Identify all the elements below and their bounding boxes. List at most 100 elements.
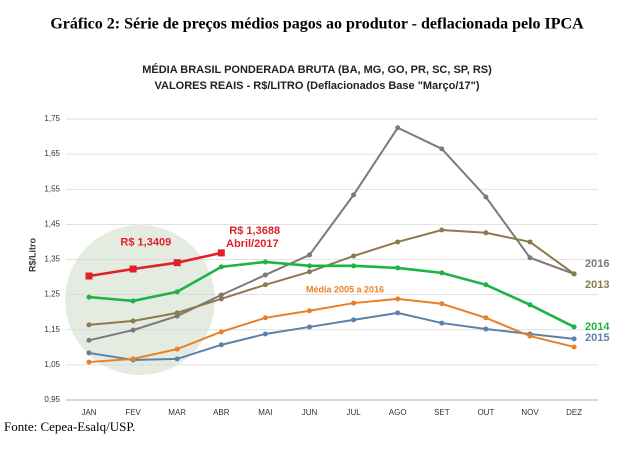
chart-title: MÉDIA BRASIL PONDERADA BRUTA (BA, MG, GO… — [142, 63, 492, 76]
point — [527, 333, 533, 339]
x-tick-label: JUN — [302, 408, 318, 417]
x-tick-label: MAI — [258, 408, 272, 417]
point — [262, 272, 268, 278]
point — [439, 320, 445, 326]
point — [307, 324, 312, 330]
point — [262, 331, 268, 337]
point — [262, 315, 268, 321]
point — [86, 350, 92, 356]
point — [483, 315, 489, 321]
point — [439, 301, 445, 307]
point — [571, 336, 577, 342]
point — [130, 327, 136, 333]
y-tick-label: 1,15 — [44, 325, 60, 334]
point — [174, 310, 180, 316]
value-label: R$ 1,3688 — [229, 225, 280, 237]
point — [173, 259, 181, 267]
point — [130, 298, 136, 304]
point — [439, 227, 445, 233]
point — [483, 326, 489, 332]
point — [439, 146, 445, 152]
x-tick-label: SET — [434, 408, 450, 417]
x-tick-label: JUL — [346, 408, 361, 417]
x-tick-label: MAR — [168, 408, 186, 417]
x-tick-label: ABR — [213, 408, 230, 417]
point — [85, 272, 93, 280]
point — [395, 296, 401, 302]
point — [307, 252, 312, 258]
point — [395, 239, 401, 245]
series-label: 2013 — [585, 279, 609, 291]
series-label: Média 2005 a 2016 — [306, 284, 384, 294]
point — [218, 342, 224, 348]
point — [130, 356, 136, 362]
point — [351, 192, 357, 198]
point — [351, 263, 357, 269]
point — [86, 294, 92, 300]
point — [218, 329, 224, 335]
point — [262, 259, 268, 265]
page-title: Gráfico 2: Série de preços médios pagos … — [50, 16, 584, 33]
point — [218, 292, 224, 298]
x-tick-label: NOV — [521, 408, 539, 417]
series-label: 2014 — [585, 321, 610, 333]
series-line — [88, 126, 575, 342]
point — [174, 346, 180, 352]
series-label: 2016 — [585, 258, 609, 270]
point — [86, 322, 92, 328]
annotation: Abril/2017 — [226, 238, 279, 250]
series-line — [88, 251, 222, 278]
y-tick-label: 1,75 — [44, 114, 60, 123]
point — [483, 194, 489, 200]
point — [217, 249, 225, 257]
point — [86, 337, 92, 343]
point — [218, 296, 224, 302]
point — [527, 239, 533, 245]
point — [262, 282, 268, 288]
point — [571, 271, 577, 277]
point — [86, 359, 92, 365]
point — [174, 356, 180, 362]
point — [571, 344, 577, 350]
source: Fonte: Cepea-Esalq/USP. — [4, 419, 135, 434]
point — [439, 270, 445, 276]
x-tick-label: OUT — [477, 408, 494, 417]
point — [351, 300, 357, 306]
series-line — [88, 228, 575, 326]
point — [174, 289, 180, 295]
point — [307, 269, 312, 275]
point — [218, 264, 224, 270]
point — [527, 255, 533, 261]
x-tick-label: JAN — [81, 408, 96, 417]
y-tick-label: 1,45 — [44, 219, 60, 228]
series-line — [88, 297, 575, 364]
y-axis-label: R$/Litro — [27, 238, 37, 273]
y-tick-label: 0,95 — [44, 395, 60, 404]
point — [571, 324, 577, 330]
chart-subtitle: VALORES REAIS - R$/LITRO (Deflacionados … — [154, 80, 479, 92]
point — [307, 263, 312, 269]
y-tick-label: 1,55 — [44, 184, 60, 193]
y-tick-label: 1,65 — [44, 149, 60, 158]
series-line — [88, 260, 575, 329]
y-tick-label: 1,05 — [44, 360, 60, 369]
point — [483, 230, 489, 236]
point — [395, 125, 401, 131]
x-tick-label: DEZ — [566, 408, 582, 417]
y-tick-label: 1,35 — [44, 255, 60, 264]
x-tick-label: AGO — [389, 408, 407, 417]
point — [351, 317, 357, 323]
point — [483, 282, 489, 288]
point — [307, 308, 312, 314]
point — [351, 253, 357, 259]
series-label: 2015 — [585, 332, 609, 344]
x-tick-label: FEV — [125, 408, 141, 417]
point — [129, 265, 137, 273]
point — [395, 265, 401, 271]
value-label: R$ 1,3409 — [120, 237, 171, 249]
y-tick-label: 1,25 — [44, 290, 60, 299]
point — [527, 302, 533, 308]
series-line — [88, 311, 575, 361]
point — [130, 318, 136, 324]
